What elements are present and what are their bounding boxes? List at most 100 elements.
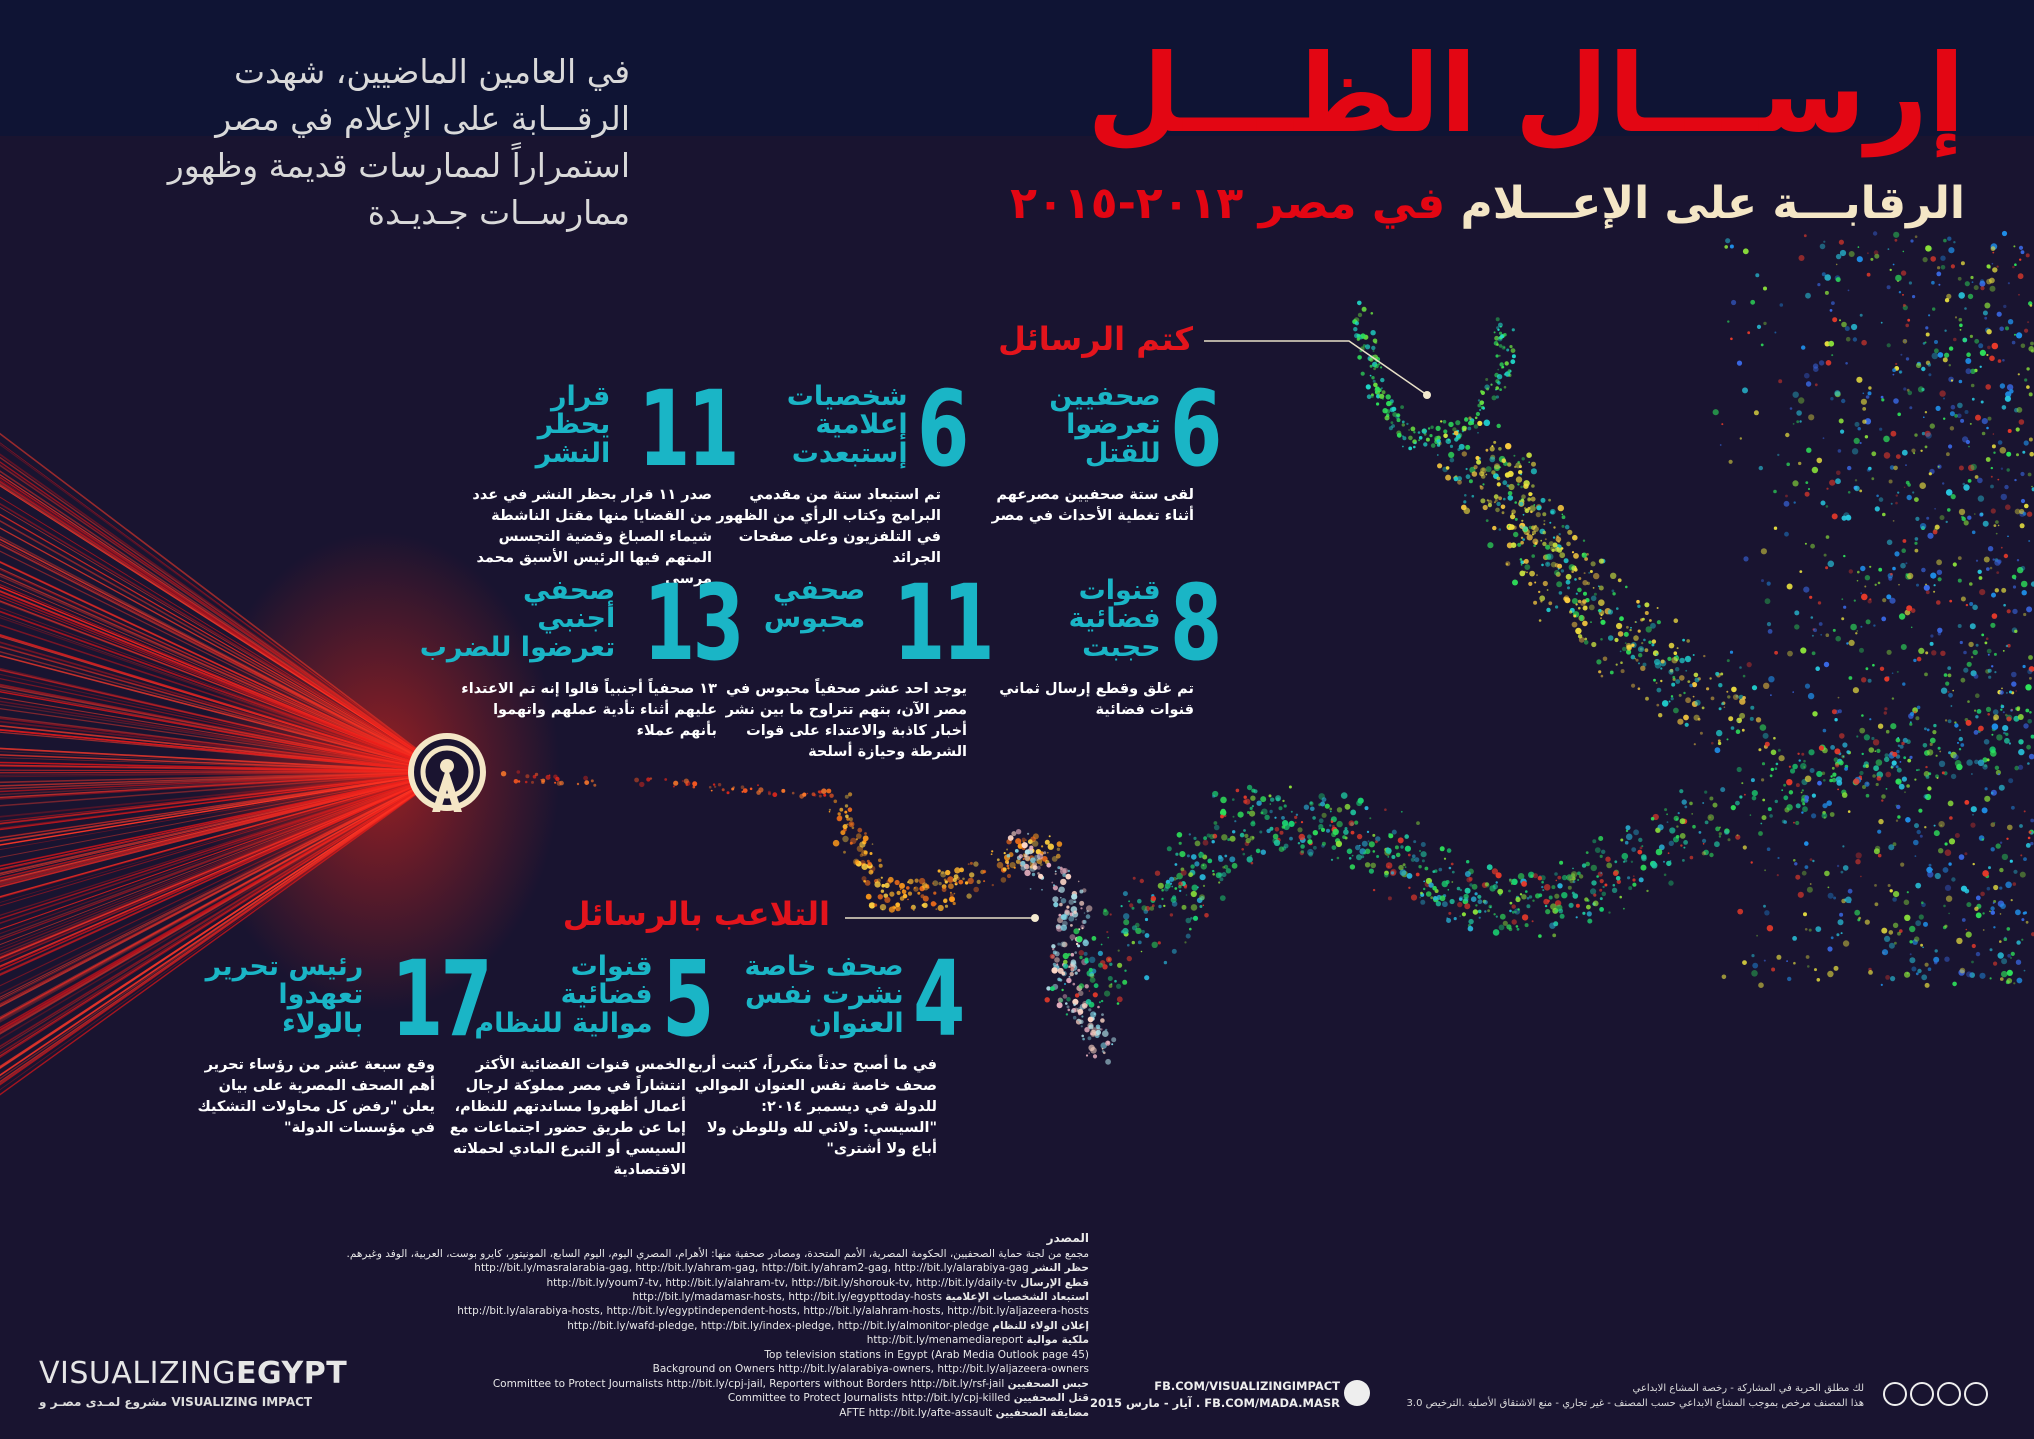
stat-head: 5 قنوات فضائية موالية للنظام [436, 947, 714, 1051]
particle [1817, 780, 1822, 786]
particle [1987, 668, 1992, 673]
particle [1538, 893, 1543, 898]
particle [1421, 428, 1428, 434]
particle [1502, 920, 1508, 926]
particle [513, 779, 519, 784]
particle [1557, 563, 1563, 569]
particle [1985, 384, 1991, 390]
particle [1962, 338, 1967, 343]
particle [1015, 829, 1022, 835]
particle [1774, 767, 1778, 770]
particle [2006, 609, 2011, 614]
particle [969, 872, 975, 878]
particle [2019, 258, 2022, 261]
particle [1929, 737, 1936, 744]
particle [1936, 569, 1943, 575]
particle [896, 908, 898, 911]
particle [1992, 433, 1995, 435]
particle [1886, 594, 1892, 600]
particle [874, 881, 881, 888]
particle [1498, 354, 1501, 357]
particle [1367, 840, 1370, 843]
particle [2026, 367, 2030, 371]
particle [1649, 619, 1652, 622]
particle [1944, 352, 1950, 358]
particle [1692, 654, 1695, 656]
particle [842, 835, 849, 843]
particle [1970, 275, 1974, 280]
particle [1731, 299, 1737, 306]
particle [1943, 417, 1946, 420]
particle [1786, 960, 1788, 962]
source-line: مضايقة الصحفيين AFTE http://bit.ly/afte-… [189, 1406, 1089, 1420]
particle [1660, 679, 1663, 683]
particle [1888, 844, 1895, 851]
particle [1068, 915, 1075, 922]
particle [1088, 1008, 1092, 1012]
particle [1407, 853, 1411, 857]
particle [1220, 814, 1224, 819]
particle [1526, 452, 1532, 459]
particle [1253, 789, 1258, 794]
particle [2016, 940, 2021, 945]
particle [1842, 865, 1849, 871]
particle [1517, 908, 1520, 911]
particle [2009, 859, 2013, 863]
stat-label-line: فضائية [560, 979, 653, 1011]
particle [1391, 406, 1397, 412]
particle [1663, 873, 1667, 877]
particle [1577, 599, 1582, 604]
particle [1681, 799, 1687, 805]
particle [1931, 650, 1937, 656]
particle [867, 861, 872, 867]
particle [1584, 557, 1588, 561]
particle [1061, 941, 1068, 948]
particle [1769, 814, 1773, 818]
particle [1859, 489, 1863, 493]
stat: 6 صحفيين تعرضوا للقتل لقى ستة صحفيين مصرعهم … [964, 377, 1222, 527]
particle [1934, 872, 1941, 880]
particle [1958, 379, 1963, 384]
particle [1872, 231, 1878, 236]
particle [1508, 878, 1512, 881]
particle [1610, 572, 1617, 579]
link[interactable]: FB.COM/VISUALIZINGIMPACT [1154, 1379, 1340, 1393]
particle [878, 858, 882, 863]
particle [1207, 858, 1213, 864]
particle [1532, 873, 1538, 879]
particle [2012, 608, 2018, 615]
particle [1873, 848, 1880, 855]
particle [948, 883, 954, 890]
link[interactable]: FB.COM/MADA.MASR [1204, 1395, 1340, 1410]
stat-desc: تم غلق وقطع إرسال ثماني قنوات فضائية [999, 680, 1194, 718]
particle [1732, 694, 1739, 700]
particle [1554, 872, 1558, 876]
particle [1969, 972, 1975, 978]
particle [1864, 575, 1871, 581]
particle [878, 863, 883, 868]
particle [1077, 880, 1080, 883]
stat-head: 11 صحفي محبوس [702, 571, 995, 675]
particle [1977, 759, 1985, 767]
particle [1753, 410, 1759, 416]
particle [1073, 900, 1076, 903]
particle [1683, 840, 1688, 845]
particle [1770, 749, 1777, 756]
particle [1212, 790, 1219, 798]
particle [1805, 292, 1811, 299]
particle [1884, 707, 1888, 711]
particle [1523, 558, 1529, 564]
particle [1221, 872, 1227, 878]
particle [1200, 863, 1208, 870]
particle [1948, 444, 1953, 449]
particle [1965, 931, 1972, 938]
particle [1058, 913, 1062, 917]
particle [1533, 504, 1536, 506]
particle [944, 880, 948, 884]
particle [1980, 286, 1985, 291]
particle [1056, 1002, 1063, 1009]
particle [1656, 607, 1659, 609]
particle [525, 774, 530, 779]
particle [1913, 710, 1917, 714]
particle [1859, 313, 1863, 317]
